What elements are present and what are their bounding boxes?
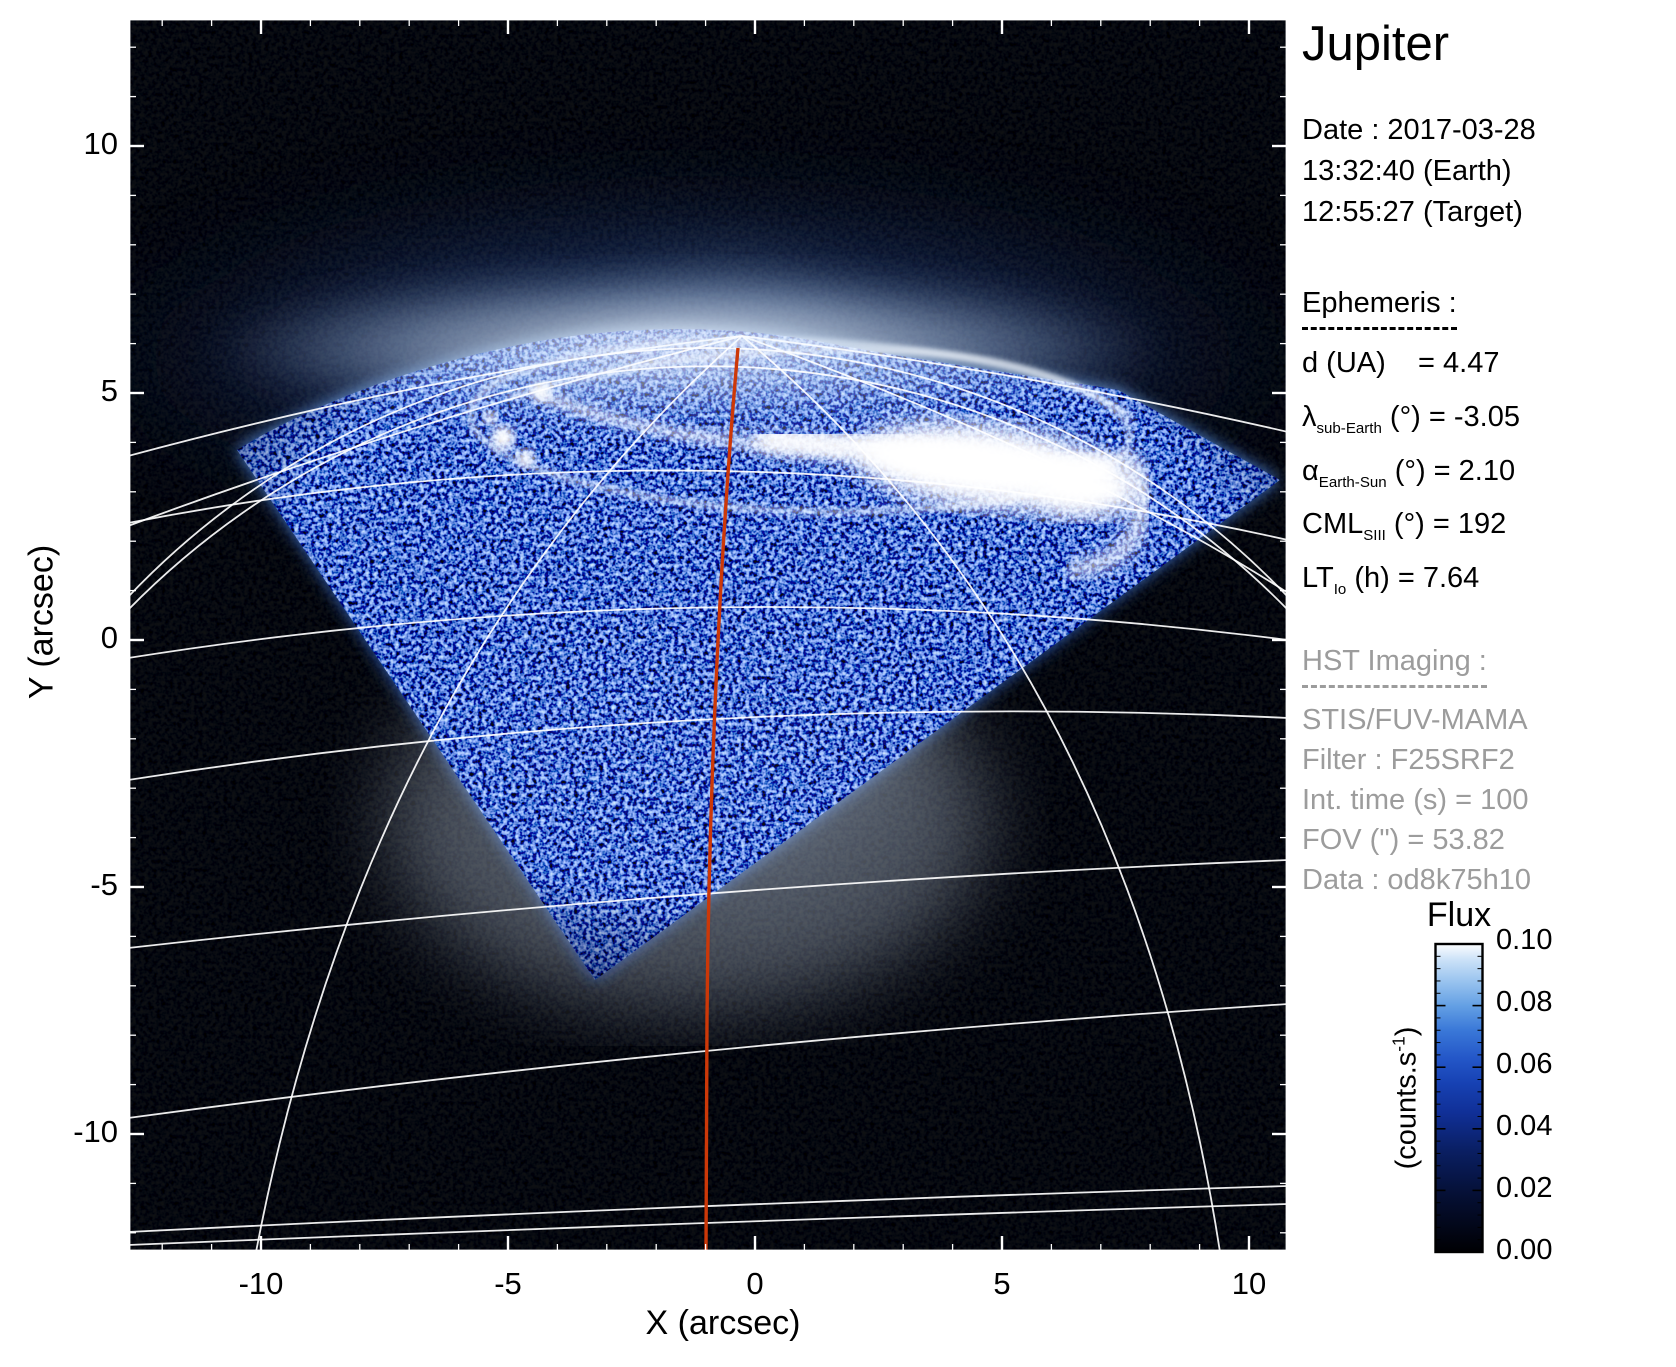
central-meridian-line xyxy=(704,347,740,1251)
observation-block: Date : 2017-03-28 13:32:40 (Earth) 12:55… xyxy=(1302,110,1674,233)
colorbar-tick-label: 0.06 xyxy=(1496,1048,1553,1080)
ephemeris-row: d (UA) = 4.47 xyxy=(1302,347,1500,379)
observation-target-time: 12:55:27 (Target) xyxy=(1302,196,1523,228)
colorbar-tick-label: 0.10 xyxy=(1496,924,1553,956)
hst-imaging-block: HST Imaging : STIS/FUV-MAMA Filter : F25… xyxy=(1302,611,1674,900)
ephemeris-row: λsub-Earth (°) = -3.05 xyxy=(1302,400,1520,437)
meridian-arc xyxy=(741,335,1288,433)
hst-row: Filter : F25SRF2 xyxy=(1302,743,1515,776)
y-axis-title: Y (arcsec) xyxy=(22,544,61,700)
ephemeris-rows: d (UA) = 4.47 λsub-Earth (°) = -3.05 αEa… xyxy=(1302,342,1674,611)
page-title: Jupiter xyxy=(1302,17,1450,71)
ephemeris-row: CMLSIII (°) = 192 xyxy=(1302,508,1507,545)
colorbar-title: Flux xyxy=(1426,896,1492,934)
colorbar-tick-label: 0.00 xyxy=(1496,1234,1553,1266)
hst-row: FOV (") = 53.82 xyxy=(1302,823,1505,856)
x-tick-label: 10 xyxy=(1231,1266,1267,1301)
hst-row: Int. time (s) = 100 xyxy=(1302,783,1529,816)
x-tick-label: -10 xyxy=(238,1266,284,1301)
x-tick-label: 5 xyxy=(993,1266,1011,1301)
ephemeris-heading: Ephemeris : xyxy=(1302,283,1457,330)
plot-frame xyxy=(128,18,1288,1252)
x-tick-label: -5 xyxy=(494,1266,522,1301)
ephemeris-row: αEarth-Sun (°) = 2.10 xyxy=(1302,454,1516,491)
x-tick-label: 0 xyxy=(746,1266,764,1301)
colorbar xyxy=(1434,942,1484,1254)
latitude-arc xyxy=(128,606,1288,659)
colorbar-ticks xyxy=(1435,943,1483,1253)
auroral-oval xyxy=(467,337,1149,577)
y-tick-label: 5 xyxy=(100,373,118,408)
observation-date: Date : 2017-03-28 xyxy=(1302,114,1536,146)
meridian-arc xyxy=(128,335,743,527)
y-tick-label: 0 xyxy=(100,620,118,655)
info-panel: Jupiter Date : 2017-03-28 13:32:40 (Eart… xyxy=(1302,0,1674,900)
colorbar-tick-label: 0.02 xyxy=(1496,1172,1553,1204)
colorbar-unit-label: (counts.s-1) xyxy=(1388,1026,1423,1170)
observation-earth-time: 13:32:40 (Earth) xyxy=(1302,155,1512,187)
y-tick-label: -5 xyxy=(90,867,118,902)
y-tick-label: -10 xyxy=(73,1114,118,1149)
fuv-image xyxy=(128,18,1288,1252)
x-axis-title: X (arcsec) xyxy=(645,1304,801,1342)
latitude-arc xyxy=(128,1203,1288,1246)
hst-heading: HST Imaging : xyxy=(1302,641,1487,688)
latitude-arc xyxy=(128,1185,1288,1233)
y-tick-label: 10 xyxy=(83,126,118,161)
latitude-arc xyxy=(128,1003,1288,1119)
ephemeris-row: LTIo (h) = 7.64 xyxy=(1302,562,1480,598)
hst-row: Data : od8k75h10 xyxy=(1302,863,1531,896)
colorbar-tick-label: 0.04 xyxy=(1496,1110,1553,1142)
aurora-image-plot xyxy=(128,18,1288,1252)
colorbar-tick-label: 0.08 xyxy=(1496,986,1553,1018)
latitude-arc xyxy=(128,710,1288,781)
hst-row: STIS/FUV-MAMA xyxy=(1302,703,1528,736)
colorbar-gradient xyxy=(1434,942,1484,1254)
meridian-arc xyxy=(255,335,743,1252)
latitude-arc xyxy=(128,859,1288,949)
